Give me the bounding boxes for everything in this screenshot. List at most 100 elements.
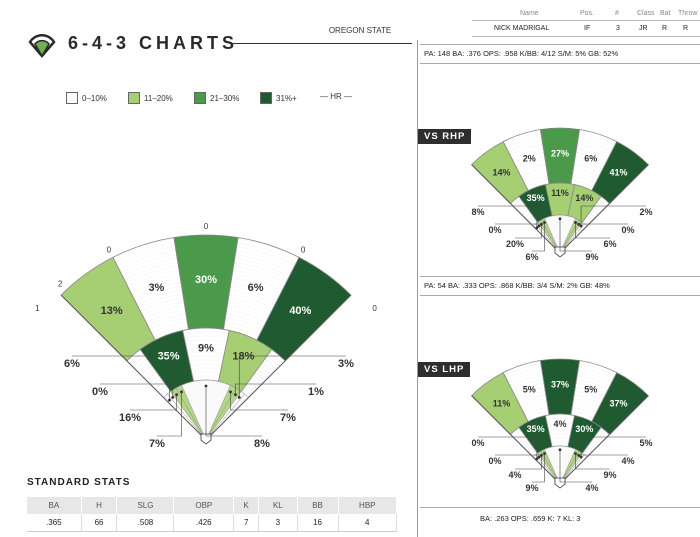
ground-leader-dot (574, 452, 577, 455)
ground-leader-dot (577, 222, 581, 226)
ground-zone-label: 4% (621, 456, 634, 466)
main-spray-chart: 13% 3% 30% 6% 40% 35% 9% 18% 6% 0% 16% 7% 8% 7% 1% 3% 1 2… (35, 222, 377, 450)
outfield-sector-label: 3% (148, 282, 164, 294)
ground-leader-line (230, 391, 288, 411)
foul-line (205, 294, 352, 441)
ground-leader-dot (579, 455, 583, 459)
legend-item-21-30: 21–30% (194, 92, 239, 104)
ground-leader-dot (234, 393, 237, 397)
ground-leader-line (532, 453, 545, 483)
infield-sector-label: 11% (551, 188, 569, 198)
vs-rhp-spray-chart: 14%2% 27% 6%41%35%11%14%8%0%20%6% 9%6%0%2% (471, 127, 653, 262)
ground-leader-line (515, 224, 542, 239)
ground-leader-dot (171, 396, 175, 399)
ground-leader-dot (204, 384, 208, 388)
ground-zone-label: 1% (308, 386, 324, 398)
hr-count-label: 0 (107, 245, 112, 254)
infield-sector-label: 35% (527, 424, 545, 434)
ground-leader-line (205, 386, 262, 437)
ground-leader-dot (558, 217, 562, 221)
column-divider (417, 40, 418, 537)
outfield-sector-label: 11% (493, 399, 511, 409)
legend-label: — HR — (320, 92, 352, 101)
ground-zone-label: 0% (92, 386, 108, 398)
foul-line (60, 294, 207, 441)
outfield-sector-label: 41% (609, 168, 627, 178)
lhp-stats-bottom-rule (420, 295, 700, 296)
outfield-sector-label: 30% (195, 274, 217, 286)
hr-count-label: 0 (301, 245, 306, 254)
ground-zone-label: 6% (603, 239, 616, 249)
stat-value-k: 7 (233, 514, 260, 532)
legend-item-31-plus: 31%+ (260, 92, 297, 104)
infield-sector-label: 9% (198, 343, 214, 355)
ground-zone-label: 8% (471, 207, 484, 217)
outfield-sector-label: 27% (551, 149, 569, 159)
ground-zone-label: 0% (488, 225, 501, 235)
player-number: 3 (616, 25, 620, 32)
page-title: 6-4-3 CHARTS (68, 33, 239, 53)
ground-leader-dot (535, 457, 539, 461)
ground-zone-label: 0% (488, 456, 501, 466)
rhp-stats-bottom-rule (420, 63, 700, 64)
hr-count-label: 1 (35, 304, 40, 313)
ground-leader-dot (543, 221, 546, 224)
ground-leader-line (515, 455, 542, 470)
ground-zone-label: 8% (254, 438, 270, 450)
player-label-throw: Throw (678, 10, 698, 17)
infield-sector-label: 30% (575, 424, 593, 434)
foul-line (471, 164, 561, 254)
ground-leader-dot (237, 396, 241, 399)
ground-zone-label: 7% (149, 438, 165, 450)
ground-leader-line (235, 383, 316, 395)
ground-leader-dot (574, 221, 577, 224)
legend-label: 0–10% (82, 93, 107, 103)
legend-item-0-10: 0–10% (66, 92, 107, 104)
ground-zone-label: 3% (338, 358, 354, 370)
foul-line (559, 164, 649, 254)
ground-leader-dot (539, 453, 543, 457)
home-plate (200, 433, 212, 445)
stat-header-h: H (81, 497, 118, 514)
outfield-sector-label: 37% (551, 380, 569, 390)
infield-sector-label: 4% (553, 419, 566, 429)
legend-swatch (128, 92, 140, 104)
player-throw: R (683, 25, 689, 32)
legend-item-11-20: 11–20% (128, 92, 173, 104)
ground-leader-dot (537, 224, 541, 228)
hr-count-label: 2 (58, 279, 63, 288)
ground-leader-dot (535, 226, 539, 230)
legend-swatch (194, 92, 206, 104)
outfield-sector-label: 6% (584, 153, 597, 163)
stat-header-k: K (233, 497, 260, 514)
ground-zone-label: 16% (119, 412, 141, 424)
player-label-pos: Pos. (580, 10, 595, 17)
ground-leader-dot (180, 390, 183, 394)
home-plate (554, 477, 566, 489)
outfield-sector-label: 14% (493, 168, 511, 178)
foul-line (559, 395, 649, 485)
player-bat: R (662, 25, 668, 32)
vs-lhp-tag: VS LHP (418, 362, 471, 377)
ground-zone-label: 5% (639, 438, 652, 448)
infield-sector-label: 18% (232, 351, 254, 363)
ground-zone-label: 7% (280, 412, 296, 424)
ground-zone-label: 0% (621, 225, 634, 235)
rhp-stats-top-rule (420, 44, 700, 45)
header-divider (472, 20, 700, 21)
stat-header-slg: SLG (116, 497, 175, 514)
rhp-stats-bar: PA: 148 BA: .376 OPS: .958 K/BB: 4/12 S/… (424, 49, 619, 58)
stat-value-obp: .426 (173, 514, 235, 532)
ground-zone-label: 0% (471, 438, 484, 448)
ground-leader-line (100, 383, 174, 398)
ground-leader-line (580, 436, 646, 458)
ground-zone-label: 2% (639, 207, 652, 217)
ground-leader-line (575, 453, 610, 470)
legend-swatch (260, 92, 272, 104)
player-position: IF (584, 25, 591, 32)
infield-sector-label: 35% (158, 351, 180, 363)
ground-zone-label: 6% (64, 358, 80, 370)
ground-zone-label: 6% (525, 252, 538, 262)
ground-leader-line (532, 222, 545, 252)
stat-value-ba: .365 (27, 514, 82, 532)
